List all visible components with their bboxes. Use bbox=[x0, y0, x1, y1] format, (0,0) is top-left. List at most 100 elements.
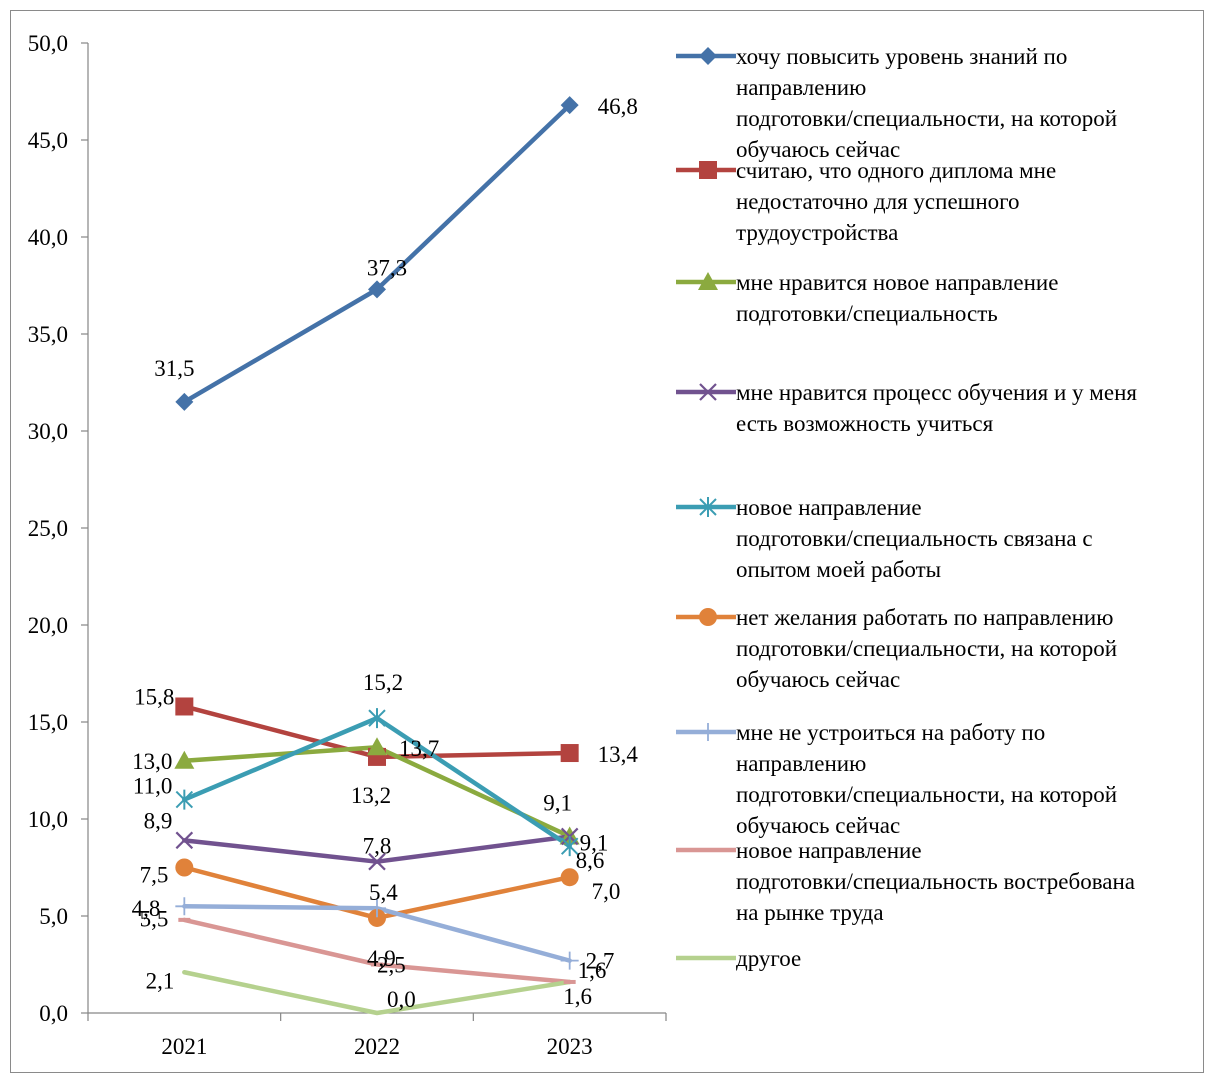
y-tick-label: 30,0 bbox=[28, 419, 68, 444]
legend-label: обучаюсь сейчас bbox=[736, 813, 900, 838]
data-point bbox=[175, 858, 194, 877]
data-label: 2,7 bbox=[586, 949, 615, 974]
data-label: 15,8 bbox=[134, 684, 174, 709]
data-point bbox=[367, 737, 387, 756]
axes: 0,0 5,0 10,0 15,0 20,0 25,0 30,0 35,0 40,0 45,0 50… bbox=[28, 31, 667, 1059]
data-label: 11,0 bbox=[133, 774, 172, 799]
legend-item: другое bbox=[676, 946, 801, 971]
data-point bbox=[560, 744, 579, 763]
legend-marker bbox=[699, 383, 717, 401]
plus-marker bbox=[368, 899, 386, 918]
data-point bbox=[560, 951, 579, 970]
legend-item: мне нравится процесс обучения и у меня ес… bbox=[676, 380, 1137, 436]
legend-label: подготовки/специальность связана с bbox=[736, 526, 1093, 551]
legend-label: подготовки/специальности, на которой bbox=[736, 106, 1117, 131]
plus-marker bbox=[175, 897, 194, 916]
data-label: 1,6 bbox=[563, 984, 592, 1009]
legend-item: считаю, что одного диплома мне недостаточ… bbox=[676, 158, 1056, 245]
data-point bbox=[175, 831, 194, 850]
data-label: 2,1 bbox=[146, 968, 175, 993]
data-label: 13,2 bbox=[351, 783, 391, 808]
asterisk-marker bbox=[175, 789, 194, 810]
data-label: 37,3 bbox=[367, 255, 407, 280]
data-point bbox=[175, 789, 194, 810]
data-label: 7,5 bbox=[140, 863, 169, 888]
data-label: 4,9 bbox=[367, 946, 396, 971]
data-point bbox=[368, 899, 386, 918]
data-label: 46,8 bbox=[598, 94, 638, 119]
legend-item: мне не устроиться на работу по направлени… bbox=[676, 720, 1117, 838]
legend-label: есть возможность учиться bbox=[736, 411, 994, 436]
x-marker bbox=[699, 383, 717, 401]
data-label: 7,0 bbox=[592, 879, 621, 904]
legend-item: хочу повысить уровень знаний по направлен… bbox=[676, 44, 1117, 162]
data-point bbox=[368, 908, 386, 927]
asterisk-marker bbox=[368, 708, 386, 729]
data-label: 2,5 bbox=[377, 953, 406, 978]
x-marker bbox=[175, 831, 194, 850]
y-tick-label: 35,0 bbox=[28, 322, 68, 347]
data-point bbox=[560, 836, 579, 857]
asterisk-marker bbox=[560, 836, 579, 857]
plus-marker bbox=[560, 951, 579, 970]
asterisk-marker bbox=[699, 497, 717, 517]
data-labels: 31,5 37,3 46,8 15,8 13,2 13,4 13,0 13,7 9,1 8,9 7,… bbox=[132, 94, 639, 1012]
legend-marker bbox=[699, 497, 717, 517]
diamond-marker bbox=[175, 392, 194, 411]
data-point bbox=[175, 392, 194, 411]
legend-label: мне нравится новое направление bbox=[736, 270, 1058, 295]
legend-label: подготовки/специальности, на которой bbox=[736, 636, 1117, 661]
legend-marker bbox=[698, 272, 718, 290]
y-tick-label: 5,0 bbox=[39, 904, 68, 929]
data-point bbox=[368, 708, 386, 729]
legend-label: на рынке труда bbox=[736, 900, 884, 925]
legend-label: подготовки/специальности, на которой bbox=[736, 782, 1117, 807]
legend-marker bbox=[699, 723, 717, 741]
legend-label: другое bbox=[736, 946, 801, 971]
legend-label: обучаюсь сейчас bbox=[736, 137, 900, 162]
legend-marker bbox=[699, 47, 717, 65]
data-label: 7,8 bbox=[363, 834, 392, 859]
y-tick-label: 20,0 bbox=[28, 613, 68, 638]
legend-item: мне нравится новое направление подготовки… bbox=[676, 270, 1058, 326]
x-tick-label: 2022 bbox=[354, 1034, 400, 1059]
legend-label: нет желания работать по направлению bbox=[736, 605, 1113, 630]
data-point bbox=[368, 280, 386, 299]
data-label: 13,4 bbox=[598, 742, 639, 767]
legend-label: трудоустройства bbox=[736, 220, 898, 245]
data-label: 1,6 bbox=[578, 958, 607, 983]
x-marker bbox=[368, 852, 386, 871]
legend-label: направлению bbox=[736, 751, 866, 776]
square-marker bbox=[560, 744, 579, 763]
legend-label: новое направление bbox=[736, 838, 922, 863]
square-marker bbox=[699, 161, 717, 179]
legend-label: опытом моей работы bbox=[736, 557, 941, 582]
legend-label: новое направление bbox=[736, 495, 922, 520]
legend-label: подготовки/специальность востребована bbox=[736, 869, 1135, 894]
square-marker bbox=[175, 697, 194, 716]
data-label: 9,1 bbox=[543, 790, 572, 815]
series-lines bbox=[182, 102, 572, 1016]
series-line bbox=[182, 970, 572, 1016]
legend-label: мне нравится процесс обучения и у меня bbox=[736, 380, 1137, 405]
data-point bbox=[368, 852, 386, 871]
legend-marker bbox=[699, 161, 717, 179]
data-point bbox=[560, 96, 579, 115]
data-label: 5,5 bbox=[140, 906, 169, 931]
circle-marker bbox=[368, 908, 386, 927]
data-point bbox=[174, 750, 195, 769]
diamond-marker bbox=[368, 280, 386, 299]
x-tick-label: 2021 bbox=[161, 1034, 207, 1059]
data-label: 0,0 bbox=[387, 987, 416, 1012]
circle-marker bbox=[699, 608, 717, 626]
circle-marker bbox=[560, 868, 579, 887]
data-label: 9,1 bbox=[580, 830, 609, 855]
legend-marker bbox=[699, 608, 717, 626]
data-label: 4,8 bbox=[132, 896, 161, 921]
legend: хочу повысить уровень знаний по направлен… bbox=[676, 44, 1137, 971]
data-label: 5,4 bbox=[369, 880, 398, 905]
y-tick-label: 25,0 bbox=[28, 516, 68, 541]
series-markers bbox=[174, 96, 580, 984]
legend-label: недостаточно для успешного bbox=[736, 189, 1020, 214]
diamond-marker bbox=[699, 47, 717, 65]
